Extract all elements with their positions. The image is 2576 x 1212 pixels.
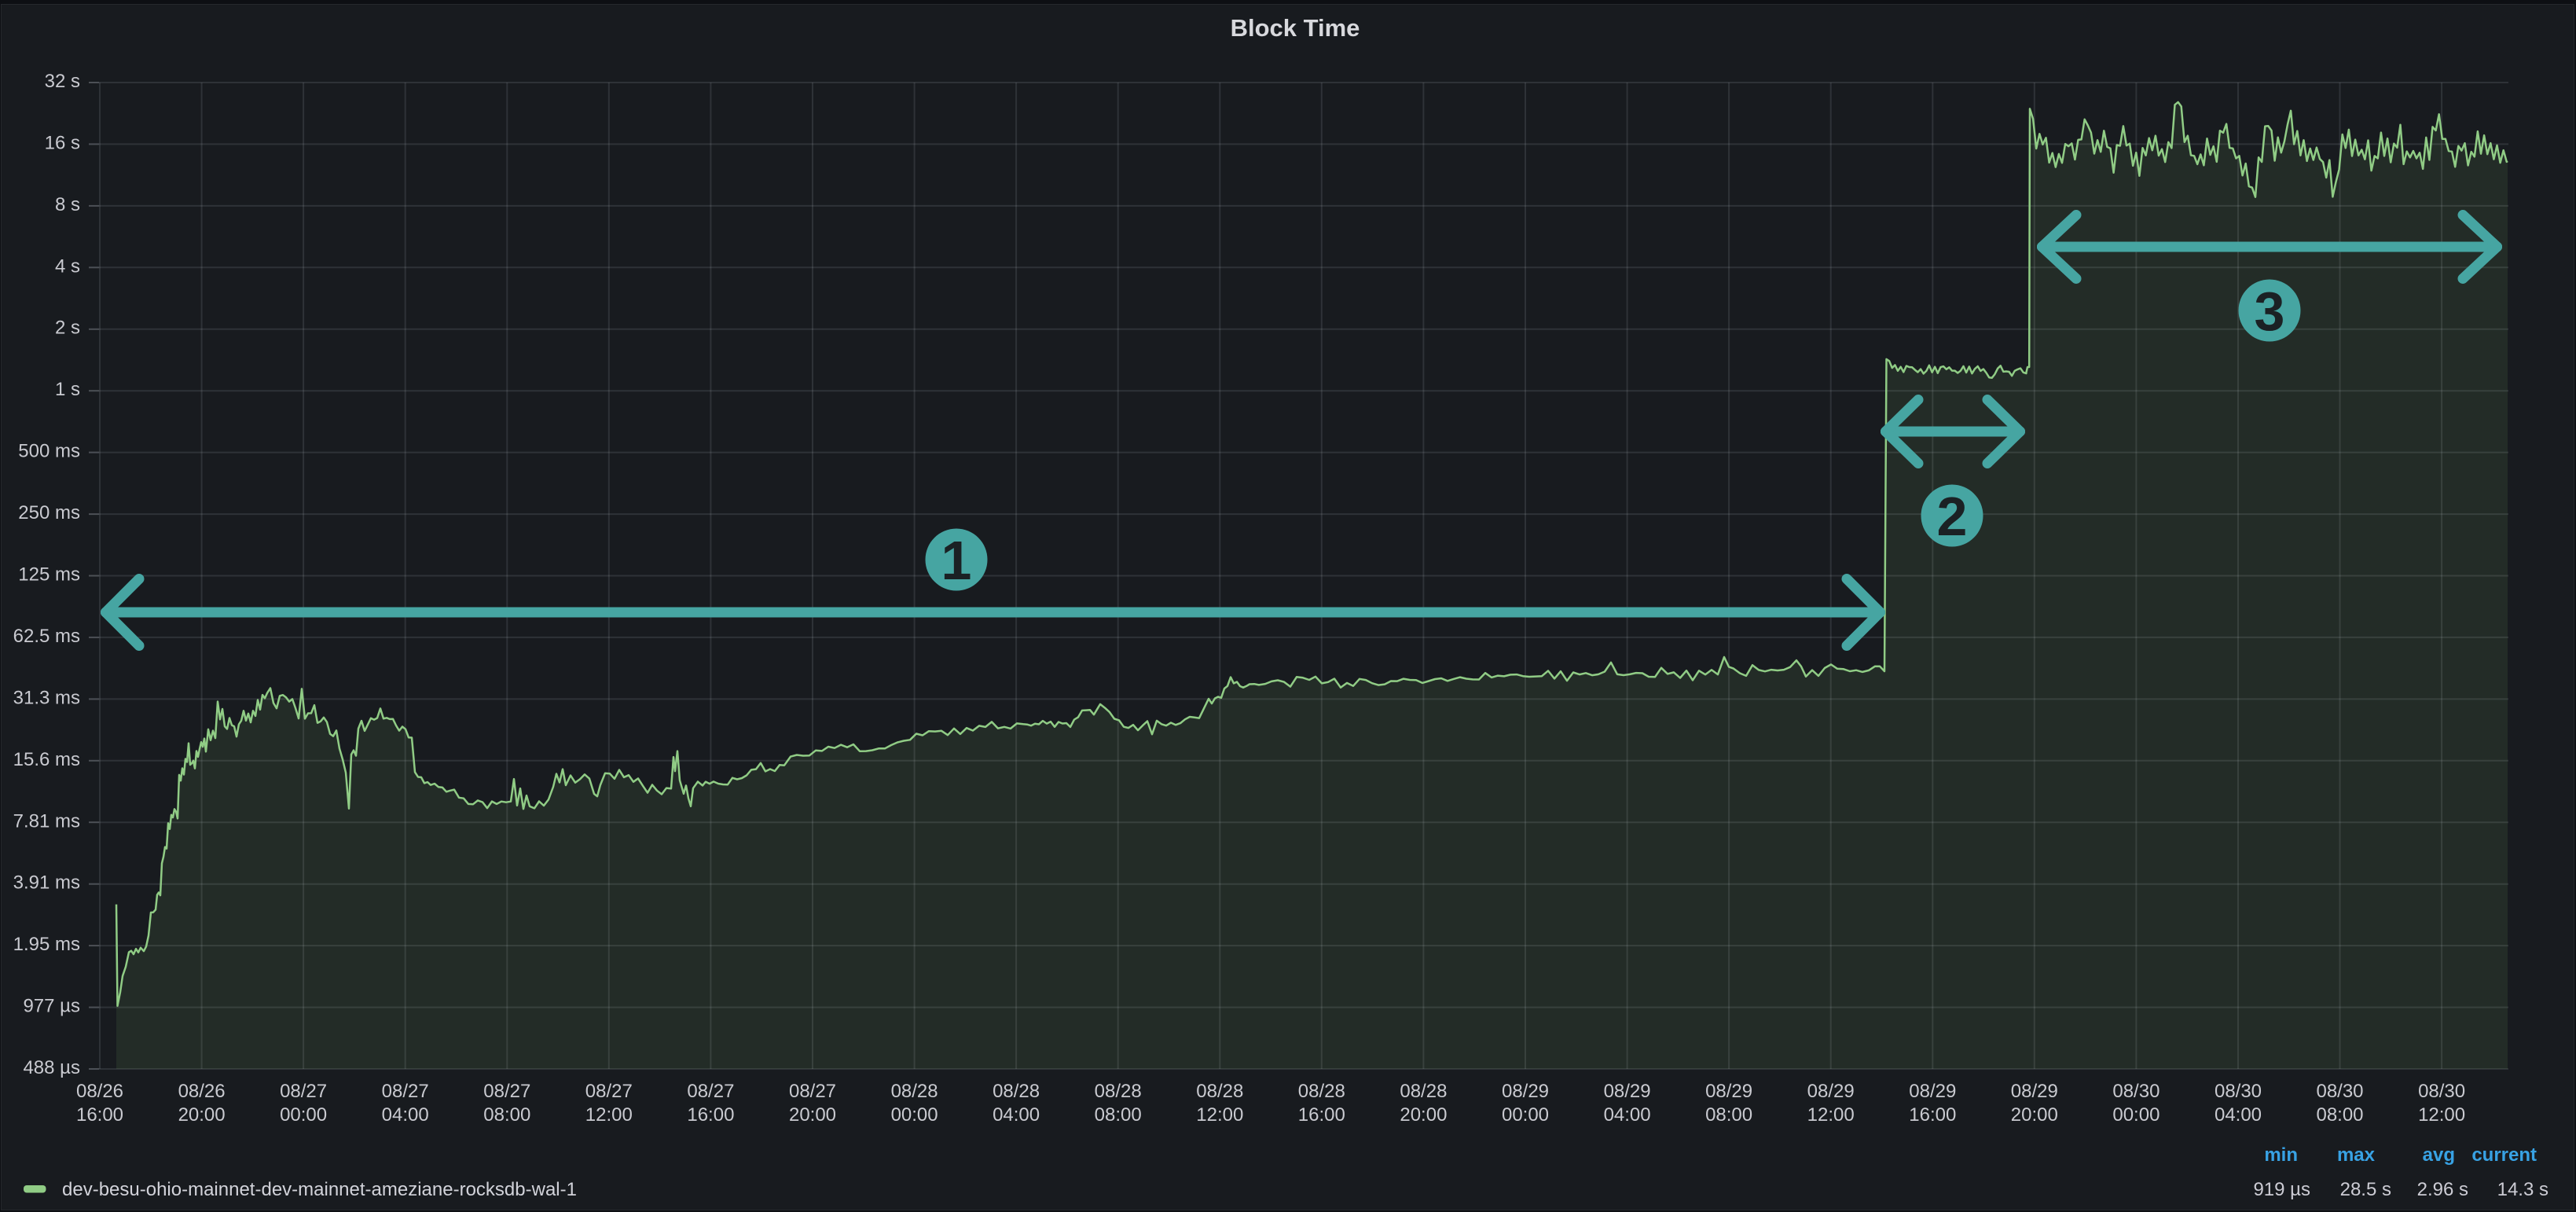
svg-text:31.3 ms: 31.3 ms <box>13 687 80 708</box>
svg-text:4 s: 4 s <box>55 255 80 277</box>
svg-text:08/27: 08/27 <box>687 1081 734 1102</box>
svg-text:2 s: 2 s <box>55 318 80 339</box>
svg-text:62.5 ms: 62.5 ms <box>13 626 80 647</box>
svg-text:488 µs: 488 µs <box>23 1057 80 1078</box>
svg-text:08/30: 08/30 <box>2112 1081 2160 1102</box>
svg-text:20:00: 20:00 <box>1400 1104 1447 1126</box>
svg-text:15.6 ms: 15.6 ms <box>13 749 80 770</box>
svg-text:08/27: 08/27 <box>382 1081 429 1102</box>
svg-text:919 µs: 919 µs <box>2253 1179 2310 1200</box>
svg-text:1 s: 1 s <box>55 379 80 400</box>
svg-text:1: 1 <box>941 530 972 591</box>
svg-text:avg: avg <box>2423 1144 2455 1166</box>
svg-text:08/28: 08/28 <box>1400 1081 1447 1102</box>
svg-text:00:00: 00:00 <box>2112 1104 2160 1126</box>
svg-text:2.96 s: 2.96 s <box>2417 1179 2468 1200</box>
svg-text:08/30: 08/30 <box>2316 1081 2363 1102</box>
svg-text:08/27: 08/27 <box>483 1081 530 1102</box>
svg-text:08/29: 08/29 <box>1807 1081 1855 1102</box>
svg-text:20:00: 20:00 <box>789 1104 836 1126</box>
svg-text:250 ms: 250 ms <box>18 502 80 523</box>
svg-text:3: 3 <box>2255 281 2285 342</box>
svg-text:08/29: 08/29 <box>1604 1081 1651 1102</box>
svg-text:04:00: 04:00 <box>382 1104 429 1126</box>
svg-text:08/30: 08/30 <box>2418 1081 2465 1102</box>
svg-text:08/28: 08/28 <box>993 1081 1040 1102</box>
svg-text:04:00: 04:00 <box>1604 1104 1651 1126</box>
svg-text:16:00: 16:00 <box>76 1104 123 1126</box>
svg-text:08/30: 08/30 <box>2215 1081 2262 1102</box>
svg-text:08/26: 08/26 <box>178 1081 226 1102</box>
svg-text:8 s: 8 s <box>55 194 80 215</box>
svg-text:3.91 ms: 3.91 ms <box>13 872 80 894</box>
svg-text:2: 2 <box>1937 486 1968 547</box>
svg-text:08/27: 08/27 <box>585 1081 633 1102</box>
svg-text:08/28: 08/28 <box>891 1081 938 1102</box>
svg-text:Block Time: Block Time <box>1231 14 1360 42</box>
svg-text:08:00: 08:00 <box>2316 1104 2363 1126</box>
svg-text:16:00: 16:00 <box>687 1104 734 1126</box>
svg-text:12:00: 12:00 <box>2418 1104 2465 1126</box>
svg-text:08/29: 08/29 <box>1909 1081 1956 1102</box>
svg-text:500 ms: 500 ms <box>18 441 80 462</box>
svg-text:08/26: 08/26 <box>76 1081 123 1102</box>
svg-text:1.95 ms: 1.95 ms <box>13 934 80 955</box>
svg-text:08/29: 08/29 <box>1705 1081 1752 1102</box>
svg-text:08:00: 08:00 <box>483 1104 530 1126</box>
svg-text:20:00: 20:00 <box>2011 1104 2058 1126</box>
svg-text:00:00: 00:00 <box>1502 1104 1549 1126</box>
svg-text:16:00: 16:00 <box>1298 1104 1345 1126</box>
svg-text:min: min <box>2264 1144 2298 1166</box>
svg-text:12:00: 12:00 <box>1807 1104 1855 1126</box>
svg-text:16:00: 16:00 <box>1909 1104 1956 1126</box>
svg-text:00:00: 00:00 <box>280 1104 327 1126</box>
svg-text:current: current <box>2471 1144 2537 1166</box>
svg-text:00:00: 00:00 <box>891 1104 938 1126</box>
svg-text:dev-besu-ohio-mainnet-dev-main: dev-besu-ohio-mainnet-dev-mainnet-amezia… <box>62 1179 577 1200</box>
svg-text:14.3 s: 14.3 s <box>2497 1179 2548 1200</box>
svg-text:32 s: 32 s <box>45 71 80 92</box>
svg-text:08/28: 08/28 <box>1298 1081 1345 1102</box>
svg-text:08:00: 08:00 <box>1705 1104 1752 1126</box>
svg-text:28.5 s: 28.5 s <box>2340 1179 2391 1200</box>
svg-text:04:00: 04:00 <box>2215 1104 2262 1126</box>
svg-text:12:00: 12:00 <box>1196 1104 1243 1126</box>
svg-text:125 ms: 125 ms <box>18 564 80 586</box>
svg-text:16 s: 16 s <box>45 132 80 153</box>
svg-text:08/27: 08/27 <box>789 1081 836 1102</box>
svg-text:20:00: 20:00 <box>178 1104 226 1126</box>
svg-text:08/29: 08/29 <box>1502 1081 1549 1102</box>
svg-text:max: max <box>2337 1144 2376 1166</box>
svg-text:08/28: 08/28 <box>1196 1081 1243 1102</box>
svg-text:977 µs: 977 µs <box>23 996 80 1017</box>
svg-text:12:00: 12:00 <box>585 1104 633 1126</box>
svg-text:08/29: 08/29 <box>2011 1081 2058 1102</box>
svg-text:08:00: 08:00 <box>1095 1104 1142 1126</box>
svg-text:7.81 ms: 7.81 ms <box>13 810 80 832</box>
svg-text:08/27: 08/27 <box>280 1081 327 1102</box>
svg-text:04:00: 04:00 <box>993 1104 1040 1126</box>
svg-text:08/28: 08/28 <box>1095 1081 1142 1102</box>
